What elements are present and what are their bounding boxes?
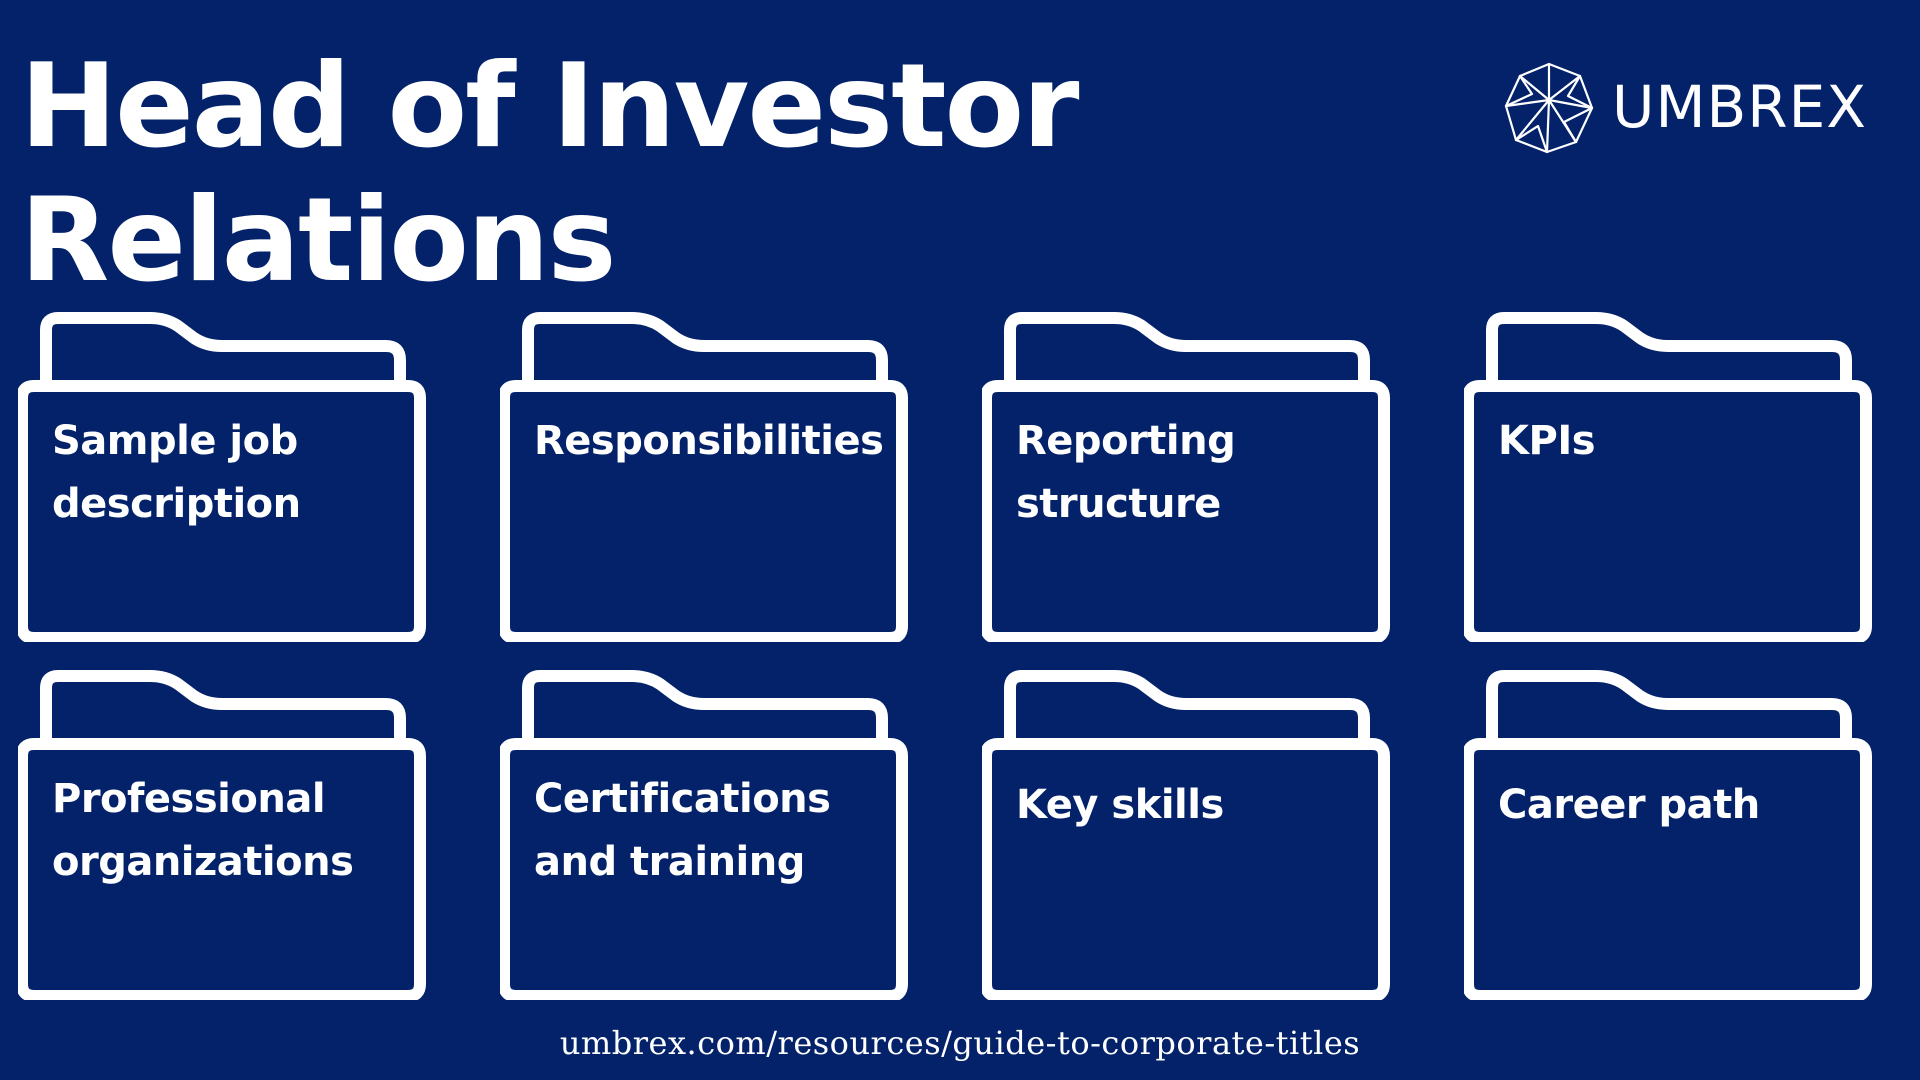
folder-label: Responsibilities <box>534 418 884 464</box>
folder-label: Professional organizations <box>52 776 354 885</box>
folder-label: Reporting structure <box>1016 418 1236 527</box>
folder-label: KPIs <box>1498 418 1596 464</box>
page-title: Head of Investor Relations <box>20 39 1079 308</box>
folder-label: Key skills <box>1016 782 1224 828</box>
brand-logo: UMBREX <box>1502 60 1912 154</box>
folder-icon <box>982 312 1390 642</box>
folder-icon <box>1464 312 1872 642</box>
folder-icon <box>1464 670 1872 1000</box>
logo-wordmark: UMBREX <box>1612 73 1867 141</box>
folder-responsibilities[interactable]: Responsibilities <box>500 312 910 642</box>
folder-icon <box>18 670 426 1000</box>
folder-label: Sample job description <box>52 418 301 527</box>
folder-reporting-structure[interactable]: Reporting structure <box>982 312 1392 642</box>
folder-icon <box>500 312 908 642</box>
folder-professional-organizations[interactable]: Professional organizations <box>18 670 428 1000</box>
umbrex-logo-icon <box>1504 62 1594 154</box>
folder-career-path[interactable]: Career path <box>1464 670 1874 1000</box>
folder-certifications-and-training[interactable]: Certifications and training <box>500 670 910 1000</box>
folder-key-skills[interactable]: Key skills <box>982 670 1392 1000</box>
folder-label: Career path <box>1498 782 1760 828</box>
folder-icon <box>982 670 1390 1000</box>
source-url[interactable]: umbrex.com/resources/guide-to-corporate-… <box>559 1024 1361 1062</box>
folder-sample-job-description[interactable]: Sample job description <box>18 312 428 642</box>
folder-icon <box>18 312 426 642</box>
folder-label: Certifications and training <box>534 776 831 885</box>
folder-kpis[interactable]: KPIs <box>1464 312 1874 642</box>
folder-icon <box>500 670 908 1000</box>
